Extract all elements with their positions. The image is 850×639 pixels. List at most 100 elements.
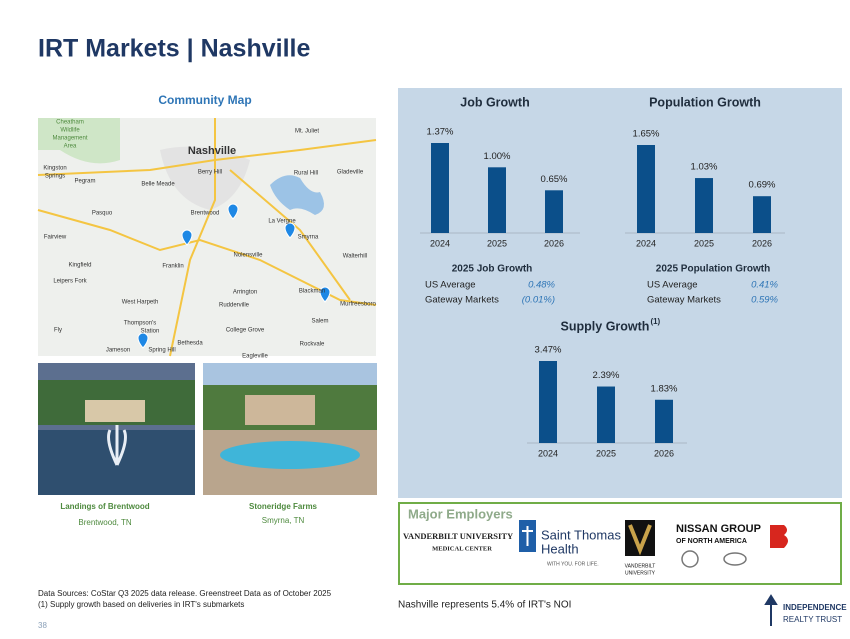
x-tick-label: 2024	[636, 238, 656, 248]
value-label: 1.65%	[633, 129, 660, 140]
logo-mark	[723, 552, 747, 566]
map-title: Community Map	[158, 93, 251, 107]
map-label: Berry Hill	[198, 170, 222, 176]
bar	[545, 190, 563, 233]
stats: 2025 Job Growth US Average 0.48% Gateway Ma…	[425, 264, 779, 306]
map-label: Wildlife	[60, 128, 80, 134]
chart-title: Supply Growth	[561, 319, 650, 333]
metrics-panel	[398, 88, 842, 498]
map-label: Mt. Juliet	[295, 129, 319, 135]
photo-stoneridge	[203, 363, 377, 495]
x-tick-label: 2024	[538, 448, 558, 458]
map-label: Gladeville	[337, 170, 364, 176]
chart-title-note: (1)	[650, 317, 660, 326]
map-label: Franklin	[162, 264, 183, 270]
x-tick-label: 2025	[596, 448, 616, 458]
map-label: Pasquo	[92, 211, 113, 217]
photo-fountain	[107, 425, 127, 466]
photo-building	[85, 400, 145, 422]
charts: Job Growth 1.37% 2024 1.00% 2025 0.65% 2026 Pop…	[420, 95, 785, 458]
logo-text: VANDERBILT UNIVERSITY	[403, 531, 513, 541]
value-label: 1.00%	[484, 151, 511, 162]
map-road	[37, 139, 377, 176]
stat-title: 2025 Job Growth	[452, 264, 533, 275]
employers-box	[398, 502, 842, 585]
map-label: Springs	[45, 174, 65, 180]
map-label: Cheatham	[56, 120, 84, 126]
map-label: Blackman	[299, 289, 325, 295]
page-number: 38	[38, 621, 47, 630]
logo-text: MEDICAL CENTER	[432, 545, 492, 552]
photo-building	[245, 395, 315, 425]
footnote: Data Sources: CoStar Q3 2025 data releas…	[38, 589, 332, 598]
logo-text: UNIVERSITY	[625, 570, 656, 576]
slide-title: IRT Markets | Nashville	[38, 35, 310, 63]
logo-mark	[681, 550, 699, 568]
value-label: 1.83%	[651, 383, 678, 394]
logo-v	[628, 524, 652, 556]
map-label: Brentwood	[191, 211, 220, 217]
value-label: 0.65%	[541, 174, 568, 185]
value-label: 1.03%	[691, 162, 718, 173]
property-name: Landings of Brentwood	[60, 502, 149, 511]
employers-title: Major Employers	[408, 506, 513, 521]
stat-value: 0.48%	[528, 280, 555, 291]
logo-text: NISSAN GROUP	[676, 523, 761, 535]
map-label: Kingfield	[68, 263, 91, 269]
value-label: 0.69%	[749, 180, 776, 191]
map-pins	[137, 203, 331, 349]
logo-text: WITH YOU. FOR LIFE.	[547, 561, 599, 567]
logo-bridgestone	[770, 525, 788, 548]
map-label: Management	[52, 136, 87, 142]
bar	[597, 386, 615, 443]
chart-title: Population Growth	[649, 95, 761, 109]
logo-bell	[764, 594, 778, 626]
map-road	[37, 209, 377, 306]
map-label: Salem	[311, 319, 328, 325]
map-label: Pegram	[74, 179, 95, 185]
property-name: Stoneridge Farms	[249, 502, 318, 511]
map-label: Leipers Fork	[53, 279, 87, 285]
logo-text: OF NORTH AMERICA	[676, 538, 747, 545]
map-pin	[319, 286, 331, 303]
logo-text: Saint Thomas	[541, 527, 621, 542]
map-label: Murfreesboro	[340, 302, 376, 308]
map-label: Area	[64, 144, 77, 150]
map-label: College Grove	[226, 328, 265, 334]
map-label: Bethesda	[177, 341, 203, 347]
logo-text: VANDERBILT	[625, 563, 656, 569]
value-label: 1.37%	[427, 127, 454, 138]
x-tick-label: 2026	[752, 238, 772, 248]
map-pin	[284, 222, 296, 239]
map-road	[229, 169, 351, 301]
map-label: Belle Meade	[141, 182, 175, 188]
bar	[695, 178, 713, 233]
map-label: Spring Hill	[148, 348, 175, 354]
bar	[637, 145, 655, 233]
noi-note: Nashville represents 5.4% of IRT's NOI	[398, 600, 571, 611]
company-logo-text: REALTY TRUST	[783, 615, 842, 624]
bar	[431, 143, 449, 233]
map-label: Kingston	[43, 166, 66, 172]
stat-label: Gateway Markets	[647, 295, 721, 306]
map-lake	[270, 175, 324, 215]
map-label: West Harpeth	[122, 300, 159, 306]
stat-value: (0.01%)	[522, 295, 555, 306]
x-tick-label: 2026	[544, 238, 564, 248]
map-label: Station	[141, 329, 160, 335]
logo-text: Health	[541, 541, 579, 556]
map-label: Nolensville	[233, 253, 263, 259]
map-label: Smyrna	[298, 235, 319, 241]
map-label: Eagleville	[242, 354, 268, 360]
map-pin	[227, 203, 239, 220]
value-label: 2.39%	[593, 370, 620, 381]
map-park	[38, 118, 120, 164]
map-label: Thompson's	[124, 321, 157, 327]
stat-label: US Average	[425, 280, 476, 291]
map-label: Walterhill	[343, 254, 367, 260]
map-pin	[137, 332, 149, 349]
map-label: La Vergne	[268, 219, 296, 225]
value-label: 3.47%	[535, 345, 562, 356]
map-label: Nashville	[188, 145, 236, 157]
